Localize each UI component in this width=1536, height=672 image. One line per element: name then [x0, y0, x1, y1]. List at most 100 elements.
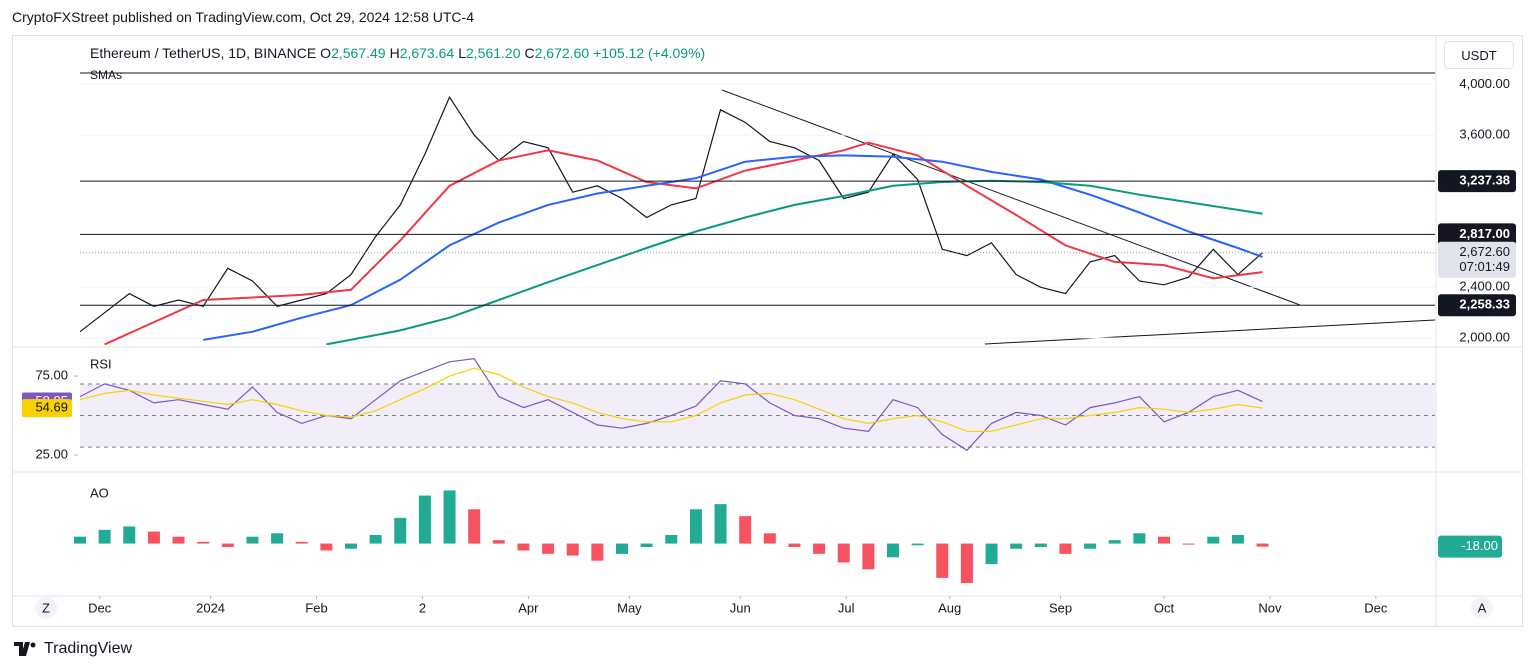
ao-bar [542, 543, 555, 554]
zoom-button[interactable] [35, 597, 57, 619]
ohlc-key: C [524, 45, 535, 61]
x-tick-label: May [617, 600, 642, 615]
symbol-legend: Ethereum / TetherUS, 1D, BINANCE O2,567.… [90, 45, 705, 61]
ohlc-value: 2,567.49 [331, 45, 386, 61]
level-label-box [1438, 294, 1516, 317]
trend-line [984, 319, 1436, 345]
publisher-line: CryptoFXStreet published on TradingView.… [12, 9, 474, 25]
ao-bar [862, 543, 875, 570]
ao-bar [1256, 543, 1269, 547]
ao-bar [788, 543, 801, 547]
ao-bar [960, 543, 973, 583]
currency-button[interactable]: USDT [1444, 41, 1514, 69]
symbol: Ethereum / TetherUS, 1D, BINANCE [90, 45, 317, 61]
ao-bar [271, 533, 284, 544]
x-tick-label: 2 [419, 600, 426, 615]
x-tick-label: Jul [838, 600, 855, 615]
ohlc-value: 2,561.20 [465, 45, 521, 61]
ohlc-key: H [389, 45, 400, 61]
sma-line [326, 179, 1263, 345]
ao-bar [418, 495, 431, 544]
y-tick-label: 2,000.00 [1459, 329, 1510, 344]
ao-bar [394, 517, 407, 544]
trend-line [721, 89, 1301, 306]
auto-button[interactable] [1471, 597, 1493, 619]
x-tick-label: Jun [730, 600, 751, 615]
ao-bar [1010, 543, 1023, 549]
ao-bar [123, 526, 136, 544]
ao-bar [295, 541, 308, 544]
ao-bar [714, 504, 727, 544]
level-label-box [1438, 170, 1516, 193]
x-tick-label: Apr [518, 600, 539, 615]
ao-bar [1133, 533, 1146, 544]
ao-bar [246, 536, 259, 544]
level-label: 2,817.00 [1459, 226, 1510, 241]
level-label-box [1438, 223, 1516, 246]
ao-bar [591, 543, 604, 561]
ao-bar [147, 531, 160, 544]
rsi-line [79, 367, 1263, 432]
ohlc-high: H2,673.64 [390, 45, 455, 61]
footer: TradingView [14, 640, 132, 658]
rsi-value-label: 54.69 [35, 400, 68, 415]
ao-bar [665, 535, 678, 544]
sma-line [104, 141, 1263, 345]
auto-button-label[interactable]: A [1478, 600, 1487, 615]
ohlc-open: O2,567.49 [320, 45, 385, 61]
ao-bar [345, 543, 357, 549]
ao-bar [74, 536, 86, 544]
logo [14, 642, 36, 656]
price-line [80, 95, 1263, 333]
x-tick-label: Sep [1049, 600, 1072, 615]
ohlc-key: O [320, 45, 332, 61]
ohlc-value: 2,673.64 [399, 45, 455, 61]
ao-bar [566, 543, 579, 556]
x-tick-label: Nov [1258, 600, 1282, 615]
ao-bar [443, 490, 456, 544]
ao-bar [517, 543, 530, 551]
last-price-label: 2,672.60 [1459, 244, 1510, 259]
ohlc-key: L [458, 45, 466, 61]
ao-bar [837, 543, 850, 563]
ao-bar [936, 543, 949, 578]
x-tick-label: 2024 [196, 600, 225, 615]
ao-bar [1084, 543, 1097, 549]
rsi-value-box [22, 399, 72, 418]
ao-bar [320, 543, 333, 551]
ohlc-close: C2,672.60 [524, 45, 589, 61]
level-label: 3,237.38 [1459, 173, 1510, 188]
ohlc-value: 2,672.60 [534, 45, 590, 61]
ao-bar [98, 529, 111, 544]
chart-frame [12, 35, 1523, 627]
ao-bar [492, 540, 505, 544]
ao-bar [689, 509, 702, 544]
ao-bar [197, 541, 210, 544]
y-tick-label: 4,000.00 [1459, 76, 1510, 91]
ao-bar [1158, 536, 1170, 544]
change: +105.12 (+4.09%) [593, 45, 706, 61]
x-tick-label: Feb [305, 600, 327, 615]
rsi-title: RSI [90, 356, 112, 371]
x-tick-label: Dec [1364, 600, 1388, 615]
ao-bar [1108, 540, 1121, 544]
level-label: 2,258.33 [1459, 297, 1510, 312]
rsi-line [79, 358, 1263, 452]
y-tick-label: 25.00 [35, 446, 68, 461]
y-tick-label: 3,600.00 [1459, 127, 1510, 142]
x-tick-label: Aug [938, 600, 961, 615]
ao-bar [1207, 536, 1220, 544]
ao-bar [813, 543, 826, 554]
ao-bar [1182, 543, 1195, 545]
ao-bar [616, 543, 628, 554]
ao-bar [985, 543, 998, 565]
x-tick-label: Dec [88, 600, 112, 615]
zoom-button-label[interactable]: Z [42, 600, 50, 615]
ao-bar [739, 516, 752, 544]
ao-bar [468, 509, 481, 544]
ao-bar [1231, 535, 1244, 544]
ao-bar [369, 535, 382, 544]
ao-bar [221, 543, 234, 547]
